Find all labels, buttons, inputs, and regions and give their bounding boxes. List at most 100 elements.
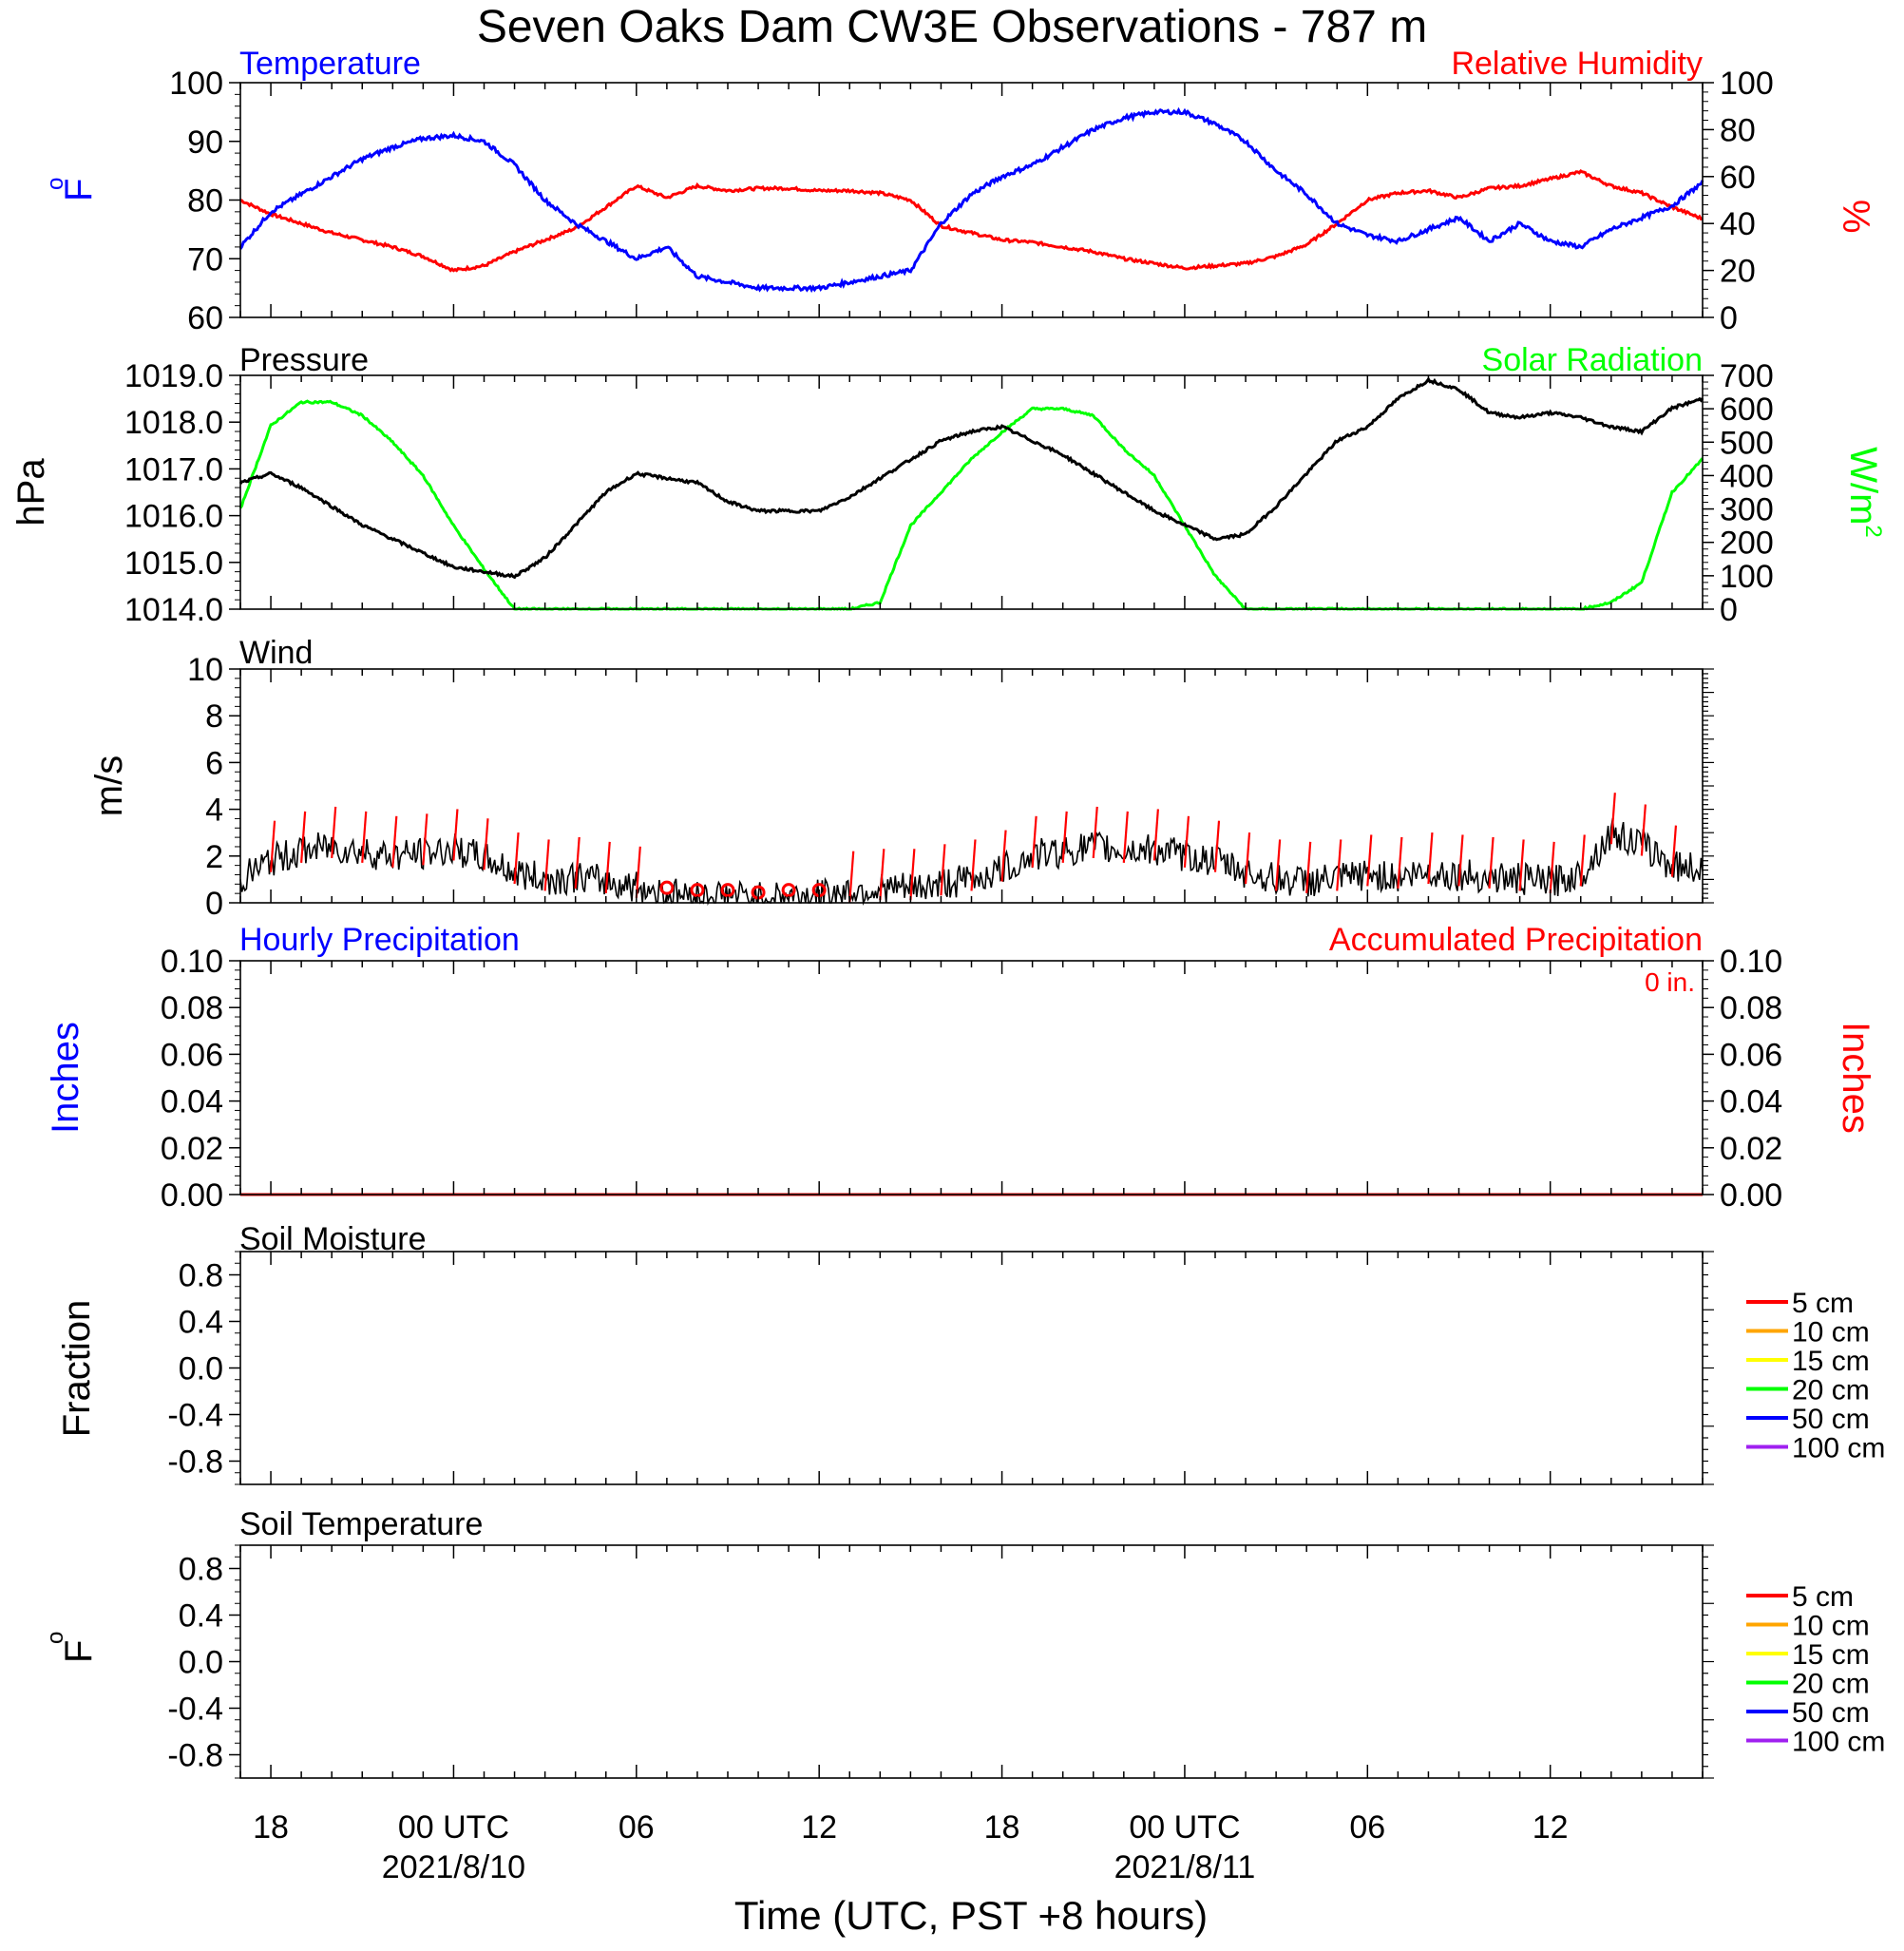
precip-axes: 0.00 0.02 0.04 0.06 0.08 0.10 0.00 0.02 0.04 0.06… (161, 944, 1782, 1214)
hourly-precip-label: Hourly Precipitation (239, 922, 520, 958)
wind-barb (422, 813, 428, 866)
x-date-label: 2021/8/10 (382, 1849, 525, 1885)
wind-axes: 0 2 4 6 8 10 (187, 652, 1714, 922)
wind-barb (513, 832, 520, 885)
soil-temperature-axes: -0.8 -0.4 0.0 0.4 0.8 (167, 1544, 1714, 1779)
y-tick-label: 0.4 (179, 1305, 223, 1341)
x-tick-label: 00 UTC (398, 1809, 509, 1846)
wind-barb (635, 846, 641, 898)
y-tick-label: 0.02 (1720, 1131, 1782, 1167)
x-tick-label: 00 UTC (1129, 1809, 1240, 1846)
y-tick-label: 1016.0 (124, 499, 223, 535)
x-tick-label: 06 (619, 1809, 655, 1846)
precip-unit-right: Inches (1835, 1022, 1876, 1134)
wind-barb (1305, 841, 1312, 893)
soil-temperature-unit: F (58, 1640, 100, 1663)
y-tick-label: 8 (205, 698, 223, 735)
legend-label: 50 cm (1792, 1697, 1870, 1729)
soil-moisture-frame (239, 1251, 1704, 1485)
y-tick-label: 300 (1720, 492, 1774, 528)
temperature-unit: F (58, 179, 100, 201)
legend-label: 5 cm (1792, 1288, 1854, 1319)
y-tick-label: 100 (169, 66, 223, 102)
legend-label: 100 cm (1792, 1727, 1885, 1758)
wind-barb (1152, 809, 1159, 861)
wind-barb (1609, 793, 1616, 845)
wind-barb (848, 851, 855, 903)
y-tick-label: 0.06 (161, 1037, 223, 1073)
wind-barb (1549, 841, 1555, 893)
y-tick-label: 1018.0 (124, 405, 223, 441)
accum-precip-label: Accumulated Precipitation (1329, 922, 1703, 958)
calm-wind-marker (690, 883, 705, 898)
temperature-series-group (238, 106, 1704, 294)
humidity-line (239, 168, 1704, 273)
calm-wind-marker (720, 883, 735, 898)
y-tick-label: -0.4 (167, 1692, 223, 1728)
soil-moisture-unit: Fraction (56, 1300, 98, 1438)
wind-series-group (239, 793, 1704, 907)
wind-barb (1579, 834, 1586, 887)
y-tick-label: 0.8 (179, 1258, 223, 1294)
y-tick-label: 1014.0 (124, 592, 223, 628)
y-tick-label: 0.00 (161, 1177, 223, 1214)
x-tick-label: 12 (1533, 1809, 1569, 1846)
soil-moisture-axes: -0.8 -0.4 0.0 0.4 0.8 (167, 1251, 1714, 1485)
y-tick-label: 0.02 (161, 1131, 223, 1167)
y-tick-label: -0.8 (167, 1444, 223, 1481)
y-tick-label: 60 (187, 300, 223, 336)
legend-label: 10 cm (1792, 1317, 1870, 1348)
temperature-line (238, 106, 1704, 294)
y-tick-label: 4 (205, 793, 223, 829)
y-tick-label: 60 (1720, 160, 1756, 196)
y-tick-label: 0.08 (161, 990, 223, 1026)
y-tick-label: 0.06 (1720, 1037, 1782, 1073)
legend-label: 20 cm (1792, 1375, 1870, 1406)
wind-barb (331, 806, 337, 859)
wind-barb (1244, 832, 1251, 885)
panel-soil-temperature: Soil Temperature -0.8 -0.4 0.0 0.4 0.8 o F 5… (43, 1506, 1885, 1885)
precip-frame (239, 960, 1704, 1195)
y-tick-label: 0.04 (1720, 1084, 1782, 1120)
y-tick-label: 0 (1720, 592, 1738, 628)
legend-label: 5 cm (1792, 1581, 1854, 1613)
y-tick-label: 1019.0 (124, 358, 223, 394)
solar-unit: W/m2 (1842, 447, 1886, 538)
pressure-label: Pressure (239, 342, 369, 378)
wind-barb (483, 818, 489, 870)
wind-barb (1336, 839, 1342, 891)
legend-label: 20 cm (1792, 1669, 1870, 1700)
y-tick-label: 500 (1720, 425, 1774, 461)
calm-wind-marker (781, 883, 796, 898)
x-tick-label: 18 (253, 1809, 289, 1846)
wind-barb (452, 809, 459, 861)
wind-barb (604, 841, 611, 893)
panel-pressure: Pressure Solar Radiation 1014.01015.0101… (10, 342, 1886, 628)
wind-barb (1457, 834, 1464, 887)
wind-barb (269, 820, 276, 872)
wind-barb (361, 811, 368, 863)
temperature-axes: 60 70 80 90 100 0 20 40 60 80 100 (169, 66, 1773, 336)
pressure-series-group (238, 376, 1704, 611)
y-tick-label: 200 (1720, 526, 1774, 562)
temperature-label: Temperature (239, 46, 421, 82)
y-tick-label: 80 (187, 183, 223, 220)
wind-barb (1061, 811, 1068, 863)
y-tick-label: 90 (187, 124, 223, 161)
humidity-unit: % (1835, 200, 1876, 234)
temperature-frame (239, 82, 1704, 318)
soil-temperature-label: Soil Temperature (239, 1506, 483, 1542)
accum-precip-total: 0 in. (1645, 967, 1695, 997)
y-tick-label: 400 (1720, 458, 1774, 494)
x-tick-label: 12 (801, 1809, 837, 1846)
wind-barb (879, 849, 885, 901)
wind-barb (574, 836, 581, 889)
y-tick-label: 2 (205, 839, 223, 875)
legend-label: 50 cm (1792, 1404, 1870, 1435)
calm-wind-marker (659, 880, 675, 895)
wind-barb (1275, 839, 1282, 891)
pressure-axes: 1014.0 1015.0 1016.0 1017.0 1018.0 1019.0 0100… (124, 358, 1774, 628)
y-tick-label: -0.4 (167, 1398, 223, 1434)
